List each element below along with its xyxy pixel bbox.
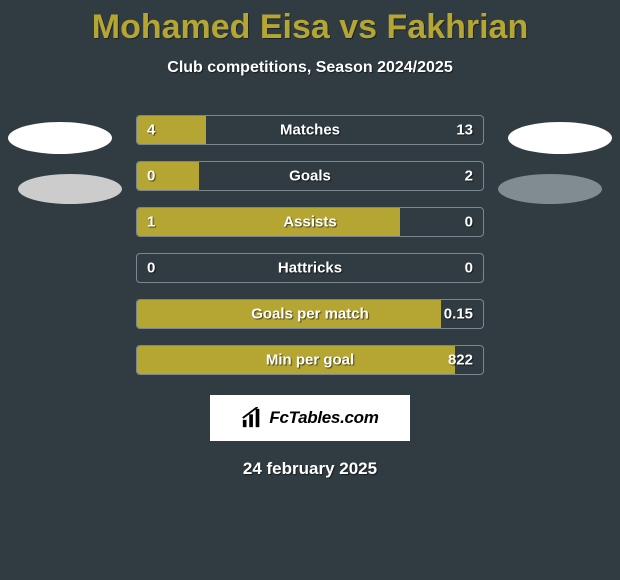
stat-row-mpg: Min per goal 822 (136, 345, 484, 375)
stat-label: Matches (280, 122, 340, 139)
stat-bars: 4 Matches 13 0 Goals 2 1 Assists 0 0 Hat… (136, 115, 484, 375)
stat-value-left: 0 (147, 168, 155, 185)
stat-value-right: 0 (465, 260, 473, 277)
player2-avatar-shadow (498, 174, 602, 204)
stat-row-assists: 1 Assists 0 (136, 207, 484, 237)
stat-row-gpm: Goals per match 0.15 (136, 299, 484, 329)
stat-label: Hattricks (278, 260, 342, 277)
stat-value-right: 13 (456, 122, 473, 139)
player1-avatar-shadow (18, 174, 122, 204)
stat-label: Goals per match (251, 306, 369, 323)
stat-row-matches: 4 Matches 13 (136, 115, 484, 145)
stat-row-goals: 0 Goals 2 (136, 161, 484, 191)
stat-label: Min per goal (266, 352, 354, 369)
stat-value-left: 4 (147, 122, 155, 139)
stat-value-left: 0 (147, 260, 155, 277)
stat-value-right: 0 (465, 214, 473, 231)
subtitle: Club competitions, Season 2024/2025 (0, 59, 620, 77)
stat-value-right: 0.15 (444, 306, 473, 323)
stat-label: Goals (289, 168, 331, 185)
source-logo: FcTables.com (210, 395, 410, 441)
page-title: Mohamed Eisa vs Fakhrian (0, 8, 620, 47)
stat-row-hattricks: 0 Hattricks 0 (136, 253, 484, 283)
player2-avatar (508, 122, 612, 154)
logo-text: FcTables.com (269, 408, 378, 428)
stat-fill-left (137, 208, 400, 236)
stat-value-left: 1 (147, 214, 155, 231)
chart-icon (241, 407, 263, 429)
comparison-card: Mohamed Eisa vs Fakhrian Club competitio… (0, 0, 620, 479)
stat-value-right: 822 (448, 352, 473, 369)
stat-value-right: 2 (465, 168, 473, 185)
player1-avatar (8, 122, 112, 154)
date-label: 24 february 2025 (0, 459, 620, 479)
stat-label: Assists (283, 214, 336, 231)
